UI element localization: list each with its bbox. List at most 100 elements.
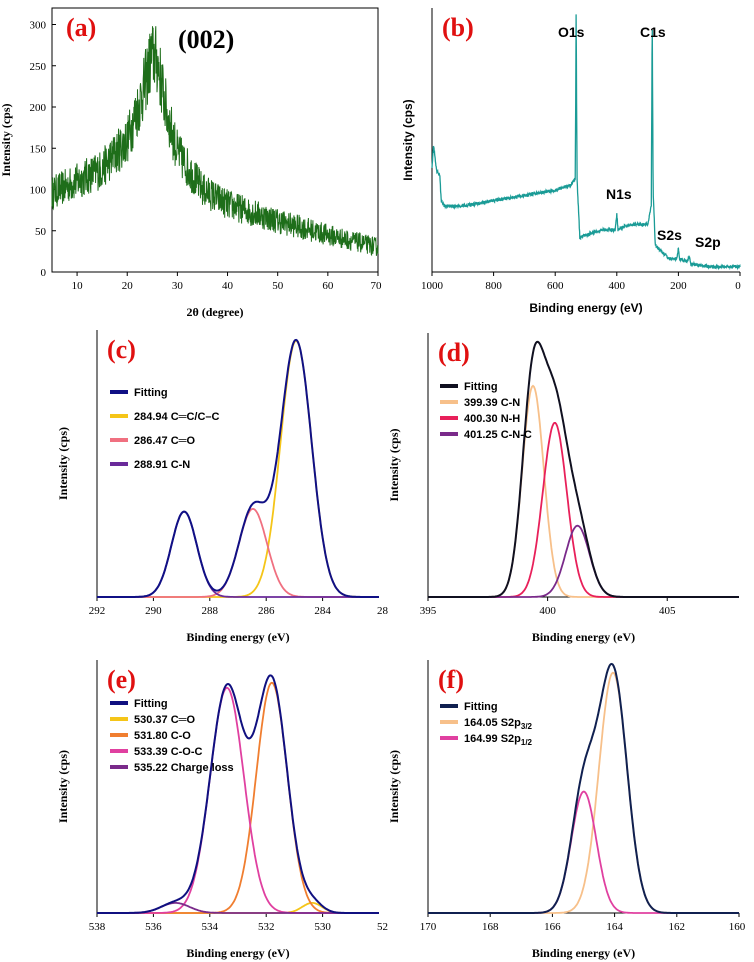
x-tick-label: 286 [258, 605, 275, 617]
x-tick-label: 536 [145, 921, 162, 933]
legend-swatch [110, 462, 128, 466]
x-tick-label: 170 [420, 921, 437, 933]
y-axis-label: Intensity (cps) [0, 103, 13, 176]
component-peak [97, 507, 379, 598]
panel-label: (b) [442, 13, 474, 42]
y-tick-label: 200 [30, 102, 47, 114]
legend-swatch [440, 704, 458, 708]
x-tick-label: 288 [202, 605, 219, 617]
xrd-pattern-line [51, 26, 379, 257]
peak-label: S2s [657, 227, 682, 243]
legend-label: Fitting [464, 381, 498, 393]
panel-label: (a) [66, 13, 96, 42]
xps-survey-line [431, 14, 741, 271]
x-tick-label: 395 [420, 605, 437, 617]
x-tick-label: 532 [258, 921, 275, 933]
x-tick-label: 292 [89, 605, 106, 617]
panel-label: (d) [438, 338, 470, 367]
legend-label: 399.39 C-N [464, 397, 520, 409]
legend-label: 530.37 C═O [134, 714, 195, 726]
x-tick-label: 538 [89, 921, 106, 933]
legend-swatch [440, 432, 458, 436]
x-tick-label: 20 [122, 280, 134, 292]
legend-label: 286.47 C═O [134, 435, 195, 447]
x-tick-label: 600 [547, 280, 564, 292]
legend-label: 400.30 N-H [464, 413, 520, 425]
legend-label: 164.05 S2p3/2 [464, 717, 533, 731]
y-tick-label: 50 [35, 226, 47, 238]
x-axis-label: Binding energy (eV) [529, 301, 642, 315]
legend-swatch [440, 400, 458, 404]
x-axis-label: Binding energy (eV) [532, 630, 635, 644]
x-tick-label: 50 [272, 280, 284, 292]
chart-panel-d: 395 400 405 Binding energy (eV) Intensity (c… [387, 333, 739, 644]
component-peak [97, 902, 379, 914]
x-tick-label: 400 [539, 605, 556, 617]
legend-swatch [110, 717, 128, 721]
legend-swatch [440, 736, 458, 740]
y-axis-label: Intensity (cps) [387, 750, 401, 823]
legend-swatch [440, 416, 458, 420]
legend-swatch [110, 701, 128, 705]
x-tick-label: 40 [222, 280, 234, 292]
plot-frame [51, 7, 379, 273]
x-axis-label: Binding energy (eV) [186, 630, 289, 644]
chart-panel-c: 292 290 288 286 284 28 Binding energy (eV) Inte… [56, 330, 389, 644]
legend-label: Fitting [134, 387, 168, 399]
y-tick-label: 250 [30, 61, 47, 73]
y-axis-label: Intensity (cps) [387, 428, 401, 501]
y-tick-label: 150 [30, 143, 47, 155]
x-tick-label: 530 [314, 921, 331, 933]
legend-label: 164.99 S2p1/2 [464, 733, 533, 747]
x-axis-label: Binding energy (eV) [532, 946, 635, 960]
panel-label: (e) [107, 665, 136, 694]
chart-panel-a: 10 20 30 40 50 60 70 0 50 100 150 200 250 300 2θ (degr… [0, 7, 383, 319]
x-tick-label: 164 [606, 921, 623, 933]
legend-label: 288.91 C-N [134, 459, 190, 471]
component-peak [428, 421, 739, 598]
legend-swatch [110, 733, 128, 737]
x-tick-label: 800 [485, 280, 502, 292]
y-tick-label: 100 [30, 185, 47, 197]
x-axis-label: 2θ (degree) [186, 305, 243, 319]
component-peak [97, 902, 379, 914]
y-tick-label: 300 [30, 20, 47, 32]
y-axis-label: Intensity (cps) [56, 750, 70, 823]
legend-label: 533.39 C-O-C [134, 746, 203, 758]
panel-label: (c) [107, 335, 136, 364]
x-tick-label: 168 [482, 921, 499, 933]
panel-label: (f) [438, 665, 464, 694]
x-tick-label: 0 [735, 280, 741, 292]
x-tick-label: 162 [669, 921, 686, 933]
chart-panel-e: 538 536 534 532 530 52 Binding energy (eV) Inte… [56, 660, 388, 960]
x-tick-label: 200 [670, 280, 687, 292]
peak-annotation: (002) [178, 25, 234, 54]
peak-label: S2p [695, 234, 721, 250]
legend-label: 284.94 C═C/C–C [134, 411, 219, 423]
chart-panel-b: 1000 800 600 400 200 0 Binding energy (eV) Inte… [401, 8, 741, 315]
legend-label: 401.25 C-N-C [464, 429, 532, 441]
legend-swatch [110, 414, 128, 418]
x-tick-label: 284 [314, 605, 331, 617]
legend-label: Fitting [134, 698, 168, 710]
x-tick-label: 70 [371, 280, 383, 292]
fitting-envelope [97, 338, 379, 598]
x-tick-label: 290 [145, 605, 162, 617]
component-peak [97, 510, 379, 598]
x-tick-label: 60 [322, 280, 334, 292]
x-tick-label: 28 [377, 605, 389, 617]
legend-swatch [110, 390, 128, 394]
peak-label: N1s [606, 186, 632, 202]
fitting-envelope [428, 340, 739, 598]
x-axis-label: Binding energy (eV) [186, 946, 289, 960]
x-tick-label: 1000 [421, 280, 444, 292]
y-tick-label: 0 [41, 267, 47, 279]
legend-label: 531.80 C-O [134, 730, 191, 742]
fitting-envelope [97, 674, 379, 914]
x-tick-label: 52 [377, 921, 388, 933]
x-tick-label: 166 [544, 921, 561, 933]
legend-label: 535.22 Charge loss [134, 762, 234, 774]
peak-label: O1s [558, 24, 585, 40]
x-tick-label: 405 [659, 605, 676, 617]
legend-swatch [110, 765, 128, 769]
